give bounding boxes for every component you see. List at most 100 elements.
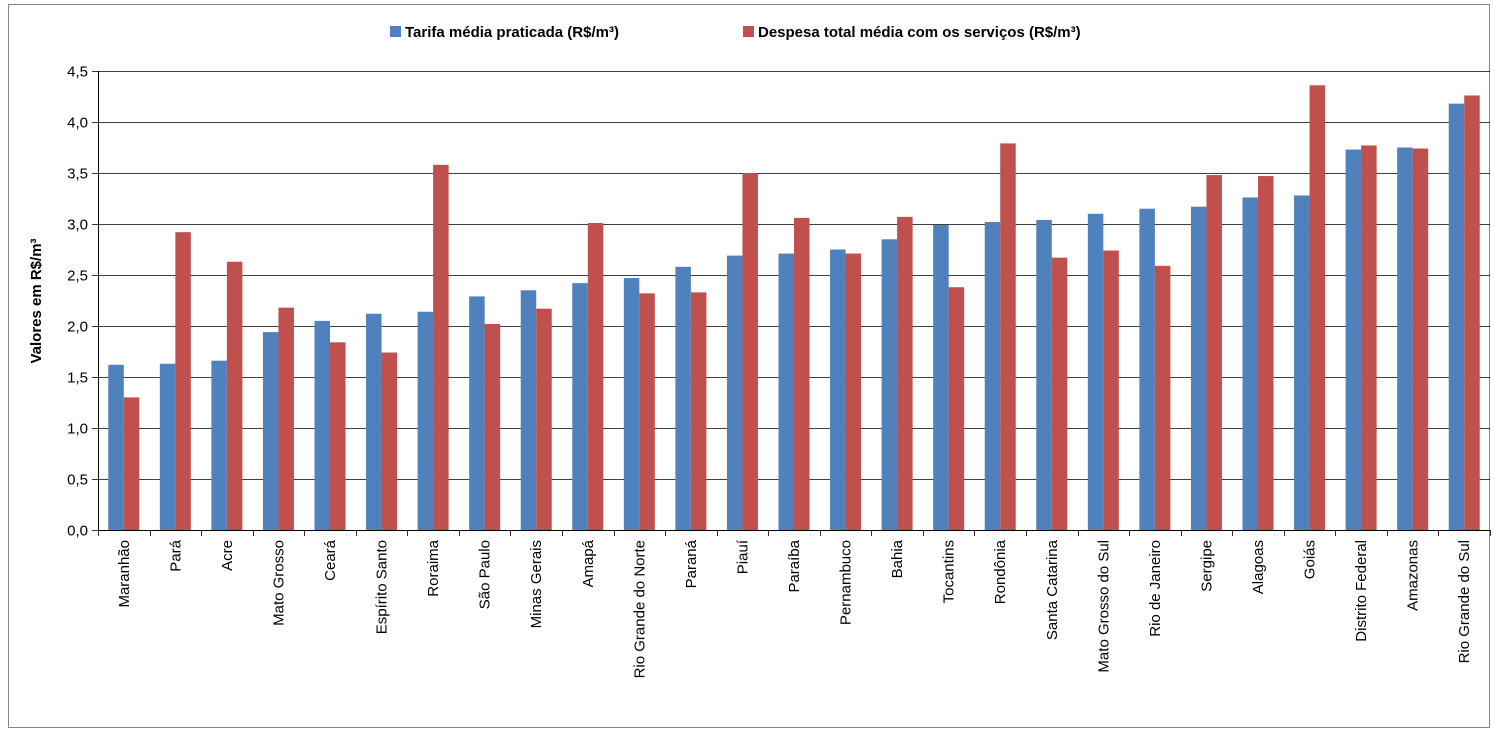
legend-swatch-despesa xyxy=(743,26,754,37)
x-tick-label: Pará xyxy=(167,539,184,571)
bar-tarifa xyxy=(262,332,279,530)
bar-tarifa xyxy=(1448,103,1465,530)
y-tick-label: 1,5 xyxy=(67,370,88,387)
bar-tarifa xyxy=(1139,208,1155,530)
x-tick-label: Espírito Santo xyxy=(374,540,391,634)
y-tick-label: 1,0 xyxy=(67,421,88,438)
bar-tarifa xyxy=(1190,206,1207,530)
bar-despesa xyxy=(278,307,294,530)
x-tick-label: São Paulo xyxy=(477,540,494,609)
bar-tarifa xyxy=(366,313,382,530)
x-tick-label: Distrito Federal xyxy=(1353,540,1370,642)
bar-despesa xyxy=(433,164,449,530)
y-tick-label: 0,0 xyxy=(67,523,88,540)
bar-despesa xyxy=(845,253,862,530)
bar-despesa xyxy=(1206,175,1222,531)
x-tick-label: Santa Catarina xyxy=(1044,539,1061,640)
bar-tarifa xyxy=(675,266,691,530)
x-tick-label: Amapá xyxy=(580,539,597,587)
x-tick-label: Sergipe xyxy=(1198,540,1215,592)
x-tick-label: Bahia xyxy=(889,539,906,578)
bar-despesa xyxy=(330,342,346,530)
bar-despesa xyxy=(897,216,913,531)
bar-despesa xyxy=(1258,176,1274,530)
x-tick-label: Minas Gerais xyxy=(528,540,545,628)
bar-despesa xyxy=(742,173,758,530)
bar-despesa xyxy=(123,397,140,530)
x-tick-label: Piauí xyxy=(734,539,751,574)
bar-tarifa xyxy=(211,360,227,530)
x-tick-label: Rio Grande do Norte xyxy=(631,540,648,678)
legend-label-tarifa: Tarifa média praticada (R$/m³) xyxy=(405,24,619,41)
x-tick-label: Acre xyxy=(219,540,236,571)
bar-tarifa xyxy=(623,278,640,530)
y-tick-label: 4,5 xyxy=(67,64,88,81)
bar-tarifa xyxy=(1036,219,1052,531)
bar-tarifa xyxy=(314,320,330,530)
bar-tarifa xyxy=(1242,197,1258,531)
legend-swatch-tarifa xyxy=(390,26,401,37)
y-tick-labels: 0,0 0,5 1,0 1,5 2,0 2,5 3,0 3,5 4,0 4,5 xyxy=(67,64,88,540)
x-tick-label: Goiás xyxy=(1302,540,1319,579)
axis-layer xyxy=(98,71,1491,536)
bar-despesa xyxy=(381,352,398,530)
bar-tarifa xyxy=(417,311,434,530)
bar-despesa xyxy=(1154,265,1171,530)
x-tick-label: Alagoas xyxy=(1250,540,1267,594)
x-tick-labels: Maranhão Pará Acre Mato Grosso Ceará Espírito… xyxy=(116,539,1473,678)
y-tick-label: 3,5 xyxy=(67,166,88,183)
bar-tarifa xyxy=(1397,147,1413,530)
x-tick-label: Mato Grosso xyxy=(270,540,287,626)
x-tick-label: Roraima xyxy=(425,539,442,596)
bar-tarifa xyxy=(572,283,588,530)
bar-despesa xyxy=(1051,257,1068,530)
bar-despesa xyxy=(639,293,655,530)
bar-despesa xyxy=(1000,143,1016,531)
y-tick-label: 2,0 xyxy=(67,319,88,336)
x-tick-label: Rondônia xyxy=(992,539,1009,604)
bar-tarifa xyxy=(726,255,743,530)
bar-despesa xyxy=(536,308,552,530)
x-tick-label: Pernambuco xyxy=(838,540,855,625)
bar-despesa xyxy=(175,232,191,530)
bar-despesa xyxy=(1361,145,1377,530)
bar-despesa xyxy=(1103,250,1119,530)
bar-tarifa xyxy=(1087,213,1104,531)
bar-tarifa xyxy=(933,225,949,530)
bar-despesa xyxy=(1309,85,1326,530)
x-tick-label: Amazonas xyxy=(1405,540,1422,611)
bar-tarifa xyxy=(108,364,124,530)
legend-label-despesa: Despesa total média com os serviços (R$/… xyxy=(758,24,1081,41)
bar-despesa xyxy=(484,323,501,530)
bar-despesa xyxy=(690,292,707,530)
bar-tarifa xyxy=(778,253,794,530)
legend: Tarifa média praticada (R$/m³) Despesa t… xyxy=(390,24,1081,41)
y-tick-label: 2,5 xyxy=(67,268,88,285)
bar-despesa xyxy=(794,217,810,530)
x-tick-label: Tocantins xyxy=(941,540,958,603)
x-tick-label: Rio de Janeiro xyxy=(1147,540,1164,637)
x-tick-label: Paraná xyxy=(683,539,700,588)
x-tick-label: Maranhão xyxy=(116,540,133,608)
bar-tarifa xyxy=(520,290,537,530)
x-tick-label: Ceará xyxy=(322,539,339,581)
bar-tarifa xyxy=(984,221,1001,530)
bar-despesa xyxy=(1464,95,1480,530)
bar-tarifa xyxy=(881,239,898,531)
y-axis-title: Valores em R$/m³ xyxy=(28,238,45,363)
bar-despesa xyxy=(587,222,604,531)
bar-tarifa xyxy=(469,296,485,530)
x-tick-label: Mato Grosso do Sul xyxy=(1095,540,1112,673)
bar-tarifa xyxy=(1294,195,1310,530)
y-tick-label: 4,0 xyxy=(67,115,88,132)
bar-despesa xyxy=(226,261,243,530)
bar-despesa xyxy=(1412,148,1429,530)
bars-layer xyxy=(108,85,1480,531)
y-tick-label: 0,5 xyxy=(67,472,88,489)
x-tick-label: Paraíba xyxy=(786,539,803,592)
y-tick-label: 3,0 xyxy=(67,217,88,234)
x-tick-label: Rio Grande do Sul xyxy=(1456,540,1473,663)
bar-despesa xyxy=(948,287,965,530)
bar-tarifa xyxy=(159,363,176,530)
